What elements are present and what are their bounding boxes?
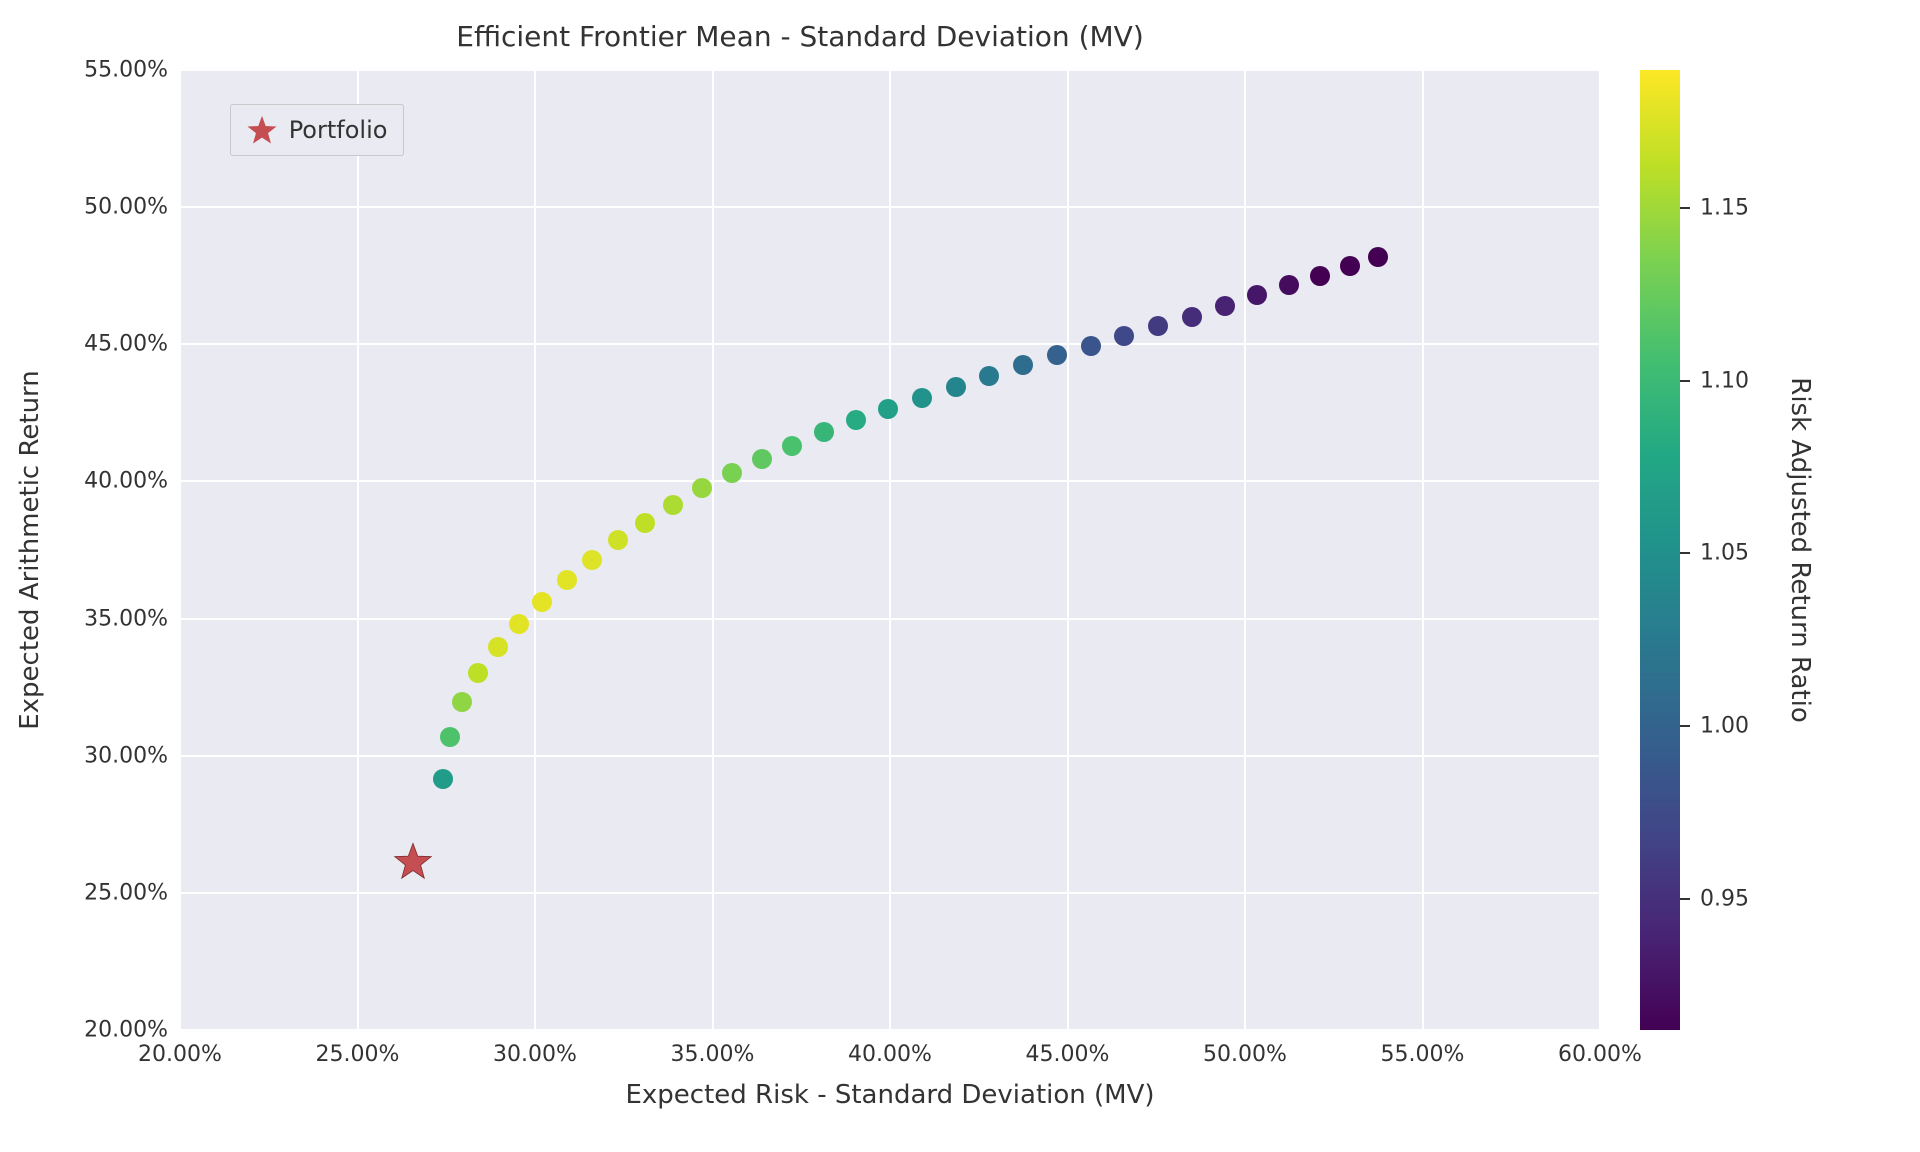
frontier-point — [1114, 326, 1134, 346]
frontier-point — [1081, 336, 1101, 356]
figure: Efficient Frontier Mean - Standard Devia… — [0, 0, 1920, 1152]
y-tick-label: 50.00% — [84, 195, 168, 220]
frontier-point — [557, 570, 577, 590]
grid-line-h — [180, 343, 1600, 345]
frontier-point — [979, 366, 999, 386]
legend: Portfolio — [230, 104, 405, 156]
y-tick-label: 30.00% — [84, 743, 168, 768]
x-tick-label: 30.00% — [493, 1042, 577, 1067]
frontier-point — [1047, 345, 1067, 365]
colorbar-tick — [1680, 207, 1690, 209]
grid-line-v — [889, 70, 891, 1030]
grid-line-v — [534, 70, 536, 1030]
frontier-point — [1247, 285, 1267, 305]
colorbar-tick — [1680, 380, 1690, 382]
frontier-point — [1013, 355, 1033, 375]
x-tick-label: 35.00% — [671, 1042, 755, 1067]
chart-title: Efficient Frontier Mean - Standard Devia… — [0, 20, 1600, 53]
grid-line-v — [357, 70, 359, 1030]
x-tick-label: 55.00% — [1381, 1042, 1465, 1067]
y-tick-label: 45.00% — [84, 332, 168, 357]
frontier-point — [608, 530, 628, 550]
grid-line-h — [180, 1029, 1600, 1031]
grid-line-v — [1244, 70, 1246, 1030]
plot-area — [180, 70, 1600, 1030]
frontier-point — [1310, 266, 1330, 286]
frontier-point — [1182, 307, 1202, 327]
frontier-point — [878, 399, 898, 419]
colorbar-label: Risk Adjusted Return Ratio — [1785, 350, 1815, 750]
frontier-point — [532, 592, 552, 612]
grid-line-h — [180, 69, 1600, 71]
x-tick-label: 40.00% — [848, 1042, 932, 1067]
colorbar-tick — [1680, 552, 1690, 554]
frontier-point — [1340, 256, 1360, 276]
frontier-point — [912, 388, 932, 408]
grid-line-v — [1067, 70, 1069, 1030]
frontier-point — [468, 663, 488, 683]
frontier-point — [663, 495, 683, 515]
colorbar-tick-label: 1.05 — [1700, 541, 1749, 566]
grid-line-h — [180, 892, 1600, 894]
frontier-point — [722, 463, 742, 483]
x-tick-label: 50.00% — [1203, 1042, 1287, 1067]
frontier-point — [433, 769, 453, 789]
grid-line-v — [1599, 70, 1601, 1030]
frontier-point — [846, 410, 866, 430]
legend-label: Portfolio — [289, 116, 388, 144]
x-tick-label: 25.00% — [316, 1042, 400, 1067]
y-tick-label: 20.00% — [84, 1018, 168, 1043]
grid-line-h — [180, 618, 1600, 620]
frontier-point — [635, 513, 655, 533]
x-axis-label: Expected Risk - Standard Deviation (MV) — [625, 1080, 1154, 1110]
y-tick-label: 40.00% — [84, 469, 168, 494]
grid-line-v — [179, 70, 181, 1030]
y-tick-label: 25.00% — [84, 880, 168, 905]
frontier-point — [782, 436, 802, 456]
frontier-point — [1368, 247, 1388, 267]
frontier-point — [946, 377, 966, 397]
colorbar-tick — [1680, 898, 1690, 900]
grid-line-v — [712, 70, 714, 1030]
frontier-point — [488, 637, 508, 657]
colorbar-tick — [1680, 725, 1690, 727]
frontier-point — [1215, 296, 1235, 316]
frontier-point — [440, 727, 460, 747]
colorbar-gradient — [1640, 70, 1680, 1030]
x-tick-label: 45.00% — [1026, 1042, 1110, 1067]
frontier-point — [752, 449, 772, 469]
colorbar — [1640, 70, 1680, 1030]
grid-line-h — [180, 206, 1600, 208]
y-tick-label: 35.00% — [84, 606, 168, 631]
x-tick-label: 20.00% — [138, 1042, 222, 1067]
legend-star-icon — [247, 115, 277, 145]
frontier-point — [1148, 316, 1168, 336]
colorbar-tick-label: 1.10 — [1700, 368, 1749, 393]
grid-line-h — [180, 480, 1600, 482]
grid-line-h — [180, 755, 1600, 757]
frontier-point — [1279, 275, 1299, 295]
colorbar-tick-label: 1.15 — [1700, 196, 1749, 221]
x-tick-label: 60.00% — [1558, 1042, 1642, 1067]
frontier-point — [814, 422, 834, 442]
grid-line-v — [1422, 70, 1424, 1030]
colorbar-tick-label: 1.00 — [1700, 714, 1749, 739]
frontier-point — [509, 614, 529, 634]
colorbar-tick-label: 0.95 — [1700, 886, 1749, 911]
frontier-point — [452, 692, 472, 712]
y-tick-label: 55.00% — [84, 58, 168, 83]
portfolio-star-icon — [393, 841, 433, 885]
y-axis-label: Expected Arithmetic Return — [15, 370, 45, 730]
frontier-point — [692, 478, 712, 498]
frontier-point — [582, 550, 602, 570]
